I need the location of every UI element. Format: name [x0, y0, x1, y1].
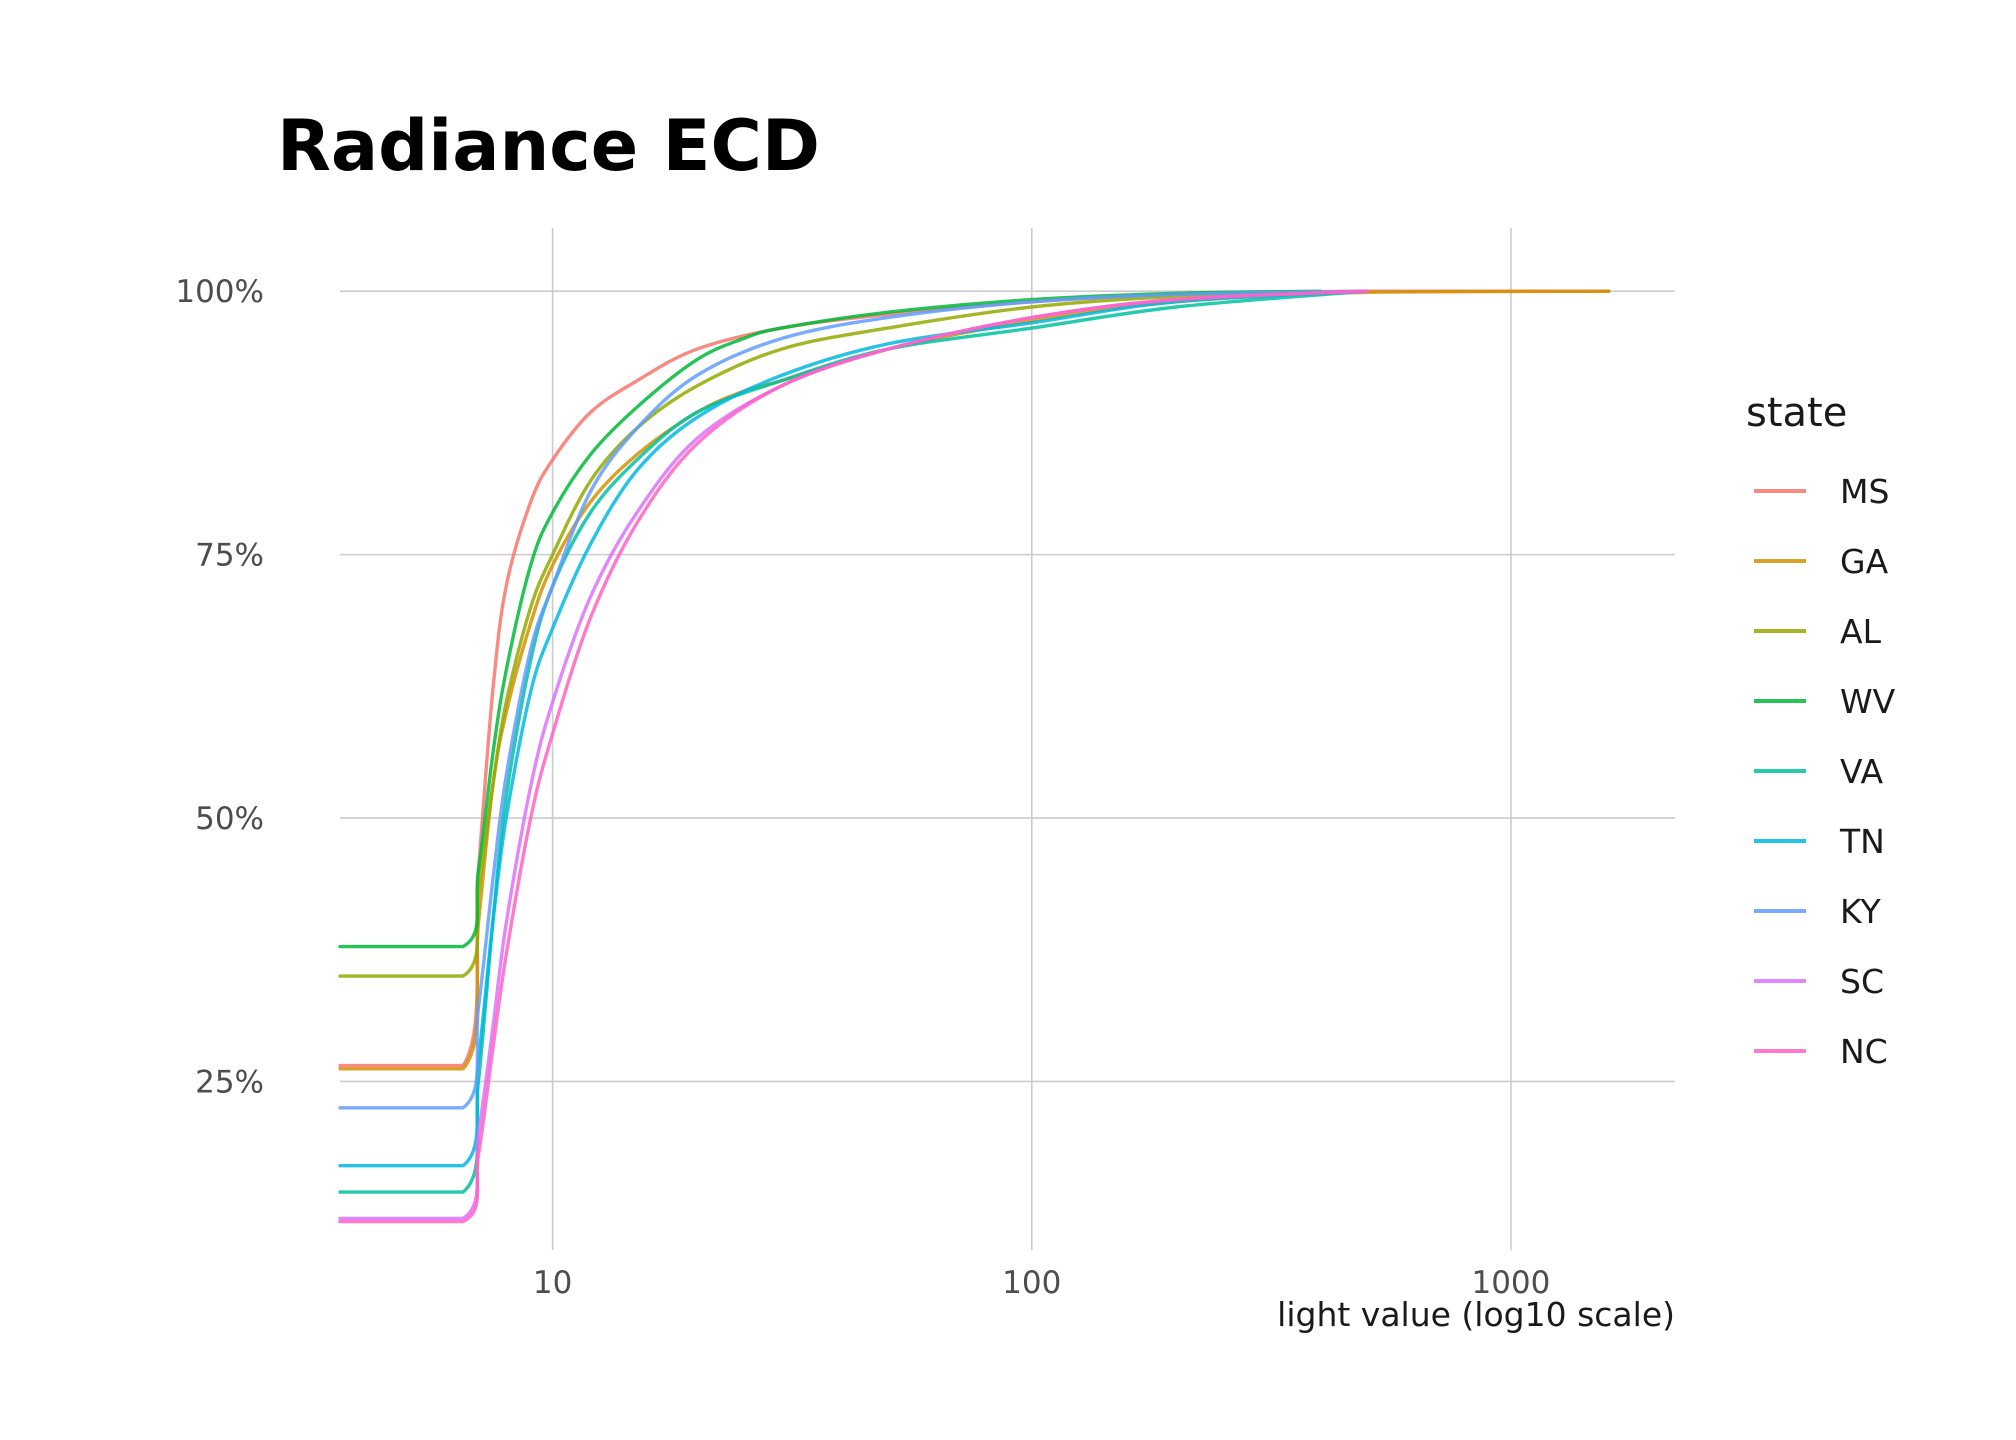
- x-axis-title: light value (log10 scale): [1277, 1295, 1675, 1334]
- chart-title: Radiance ECD: [277, 105, 820, 187]
- legend-label: MS: [1840, 472, 1889, 511]
- plot-series: [338, 289, 1611, 1224]
- y-tick-label: 25%: [195, 1064, 264, 1100]
- series-line-ky: [338, 289, 1369, 1110]
- legend-label: NC: [1840, 1032, 1888, 1071]
- legend-label: VA: [1840, 752, 1883, 791]
- x-tick-label: 100: [1002, 1265, 1061, 1301]
- series-line-va: [338, 289, 1369, 1194]
- y-tick-label: 50%: [195, 801, 264, 837]
- legend-label: KY: [1840, 892, 1881, 931]
- series-line-ga: [338, 289, 1611, 1071]
- y-axis: 25% 50% 75% 100%: [175, 274, 264, 1100]
- y-tick-label: 75%: [195, 538, 264, 574]
- series-line-tn: [338, 289, 1369, 1168]
- x-axis: 10 100 1000: [533, 1265, 1551, 1301]
- legend: state MS GA AL WV VA TN KY SC NC: [1746, 390, 1896, 1071]
- x-tick-label: 1000: [1471, 1265, 1550, 1301]
- legend-label: AL: [1840, 612, 1882, 651]
- y-tick-label: 100%: [175, 274, 264, 310]
- legend-label: TN: [1839, 822, 1885, 861]
- legend-label: SC: [1840, 962, 1884, 1001]
- legend-label: GA: [1840, 542, 1889, 581]
- legend-label: WV: [1840, 682, 1896, 721]
- x-tick-label: 10: [533, 1265, 572, 1301]
- series-line-al: [338, 289, 1369, 978]
- series-line-ms: [338, 289, 1611, 1068]
- series-line-wv: [338, 289, 1322, 949]
- legend-title: state: [1746, 390, 1847, 436]
- series-line-nc: [338, 289, 1369, 1224]
